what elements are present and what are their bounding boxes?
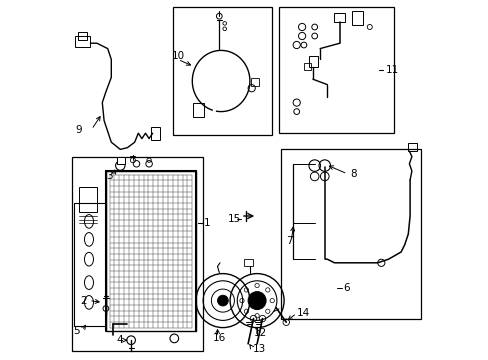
Bar [280,149,420,319]
Bar [79,187,97,212]
Bar [75,36,90,47]
Text: 16: 16 [213,333,226,343]
Text: 14: 14 [296,308,309,318]
Bar [352,11,362,25]
Bar [172,7,271,135]
Text: 2: 2 [81,296,87,306]
Bar [407,143,416,151]
Text: 13: 13 [252,344,265,354]
Text: 10: 10 [171,51,184,61]
Text: 3: 3 [106,171,112,181]
Bar [106,171,196,331]
Bar [74,203,106,326]
Bar [244,259,253,266]
Text: 9: 9 [75,125,82,135]
Bar [303,63,310,70]
Bar [151,127,160,140]
Text: 11: 11 [385,65,398,75]
Bar [117,157,124,164]
Text: 1: 1 [204,218,210,228]
Bar [250,78,258,86]
Text: 5: 5 [73,326,80,336]
Bar [72,157,203,351]
Text: 15: 15 [228,214,241,224]
Bar [278,7,393,133]
Bar [309,56,318,67]
Bar [334,13,345,22]
Text: 12: 12 [253,328,266,338]
Circle shape [247,292,265,310]
Text: 7: 7 [285,236,292,246]
Bar [78,32,87,40]
Circle shape [217,295,228,306]
Bar [193,103,203,117]
Text: 4: 4 [117,335,123,345]
Text: 6: 6 [343,283,349,293]
Text: 8: 8 [350,169,357,179]
